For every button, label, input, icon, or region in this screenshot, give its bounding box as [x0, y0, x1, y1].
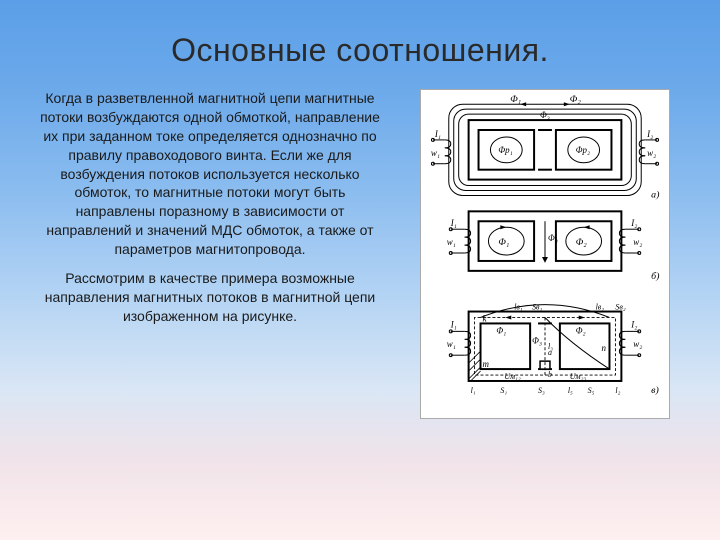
label-s5: S₅	[588, 386, 595, 395]
label-phi3-b: Φ₃	[548, 233, 558, 243]
figure-column: Φ₁ Φ₂ Φ₃ Φp₁ Φp₂ I₁ w₁ I₂ w₂ а)	[400, 89, 690, 419]
label-i1-a: I₁	[434, 129, 441, 139]
label-w1-v: w₁	[447, 339, 456, 349]
label-phi1-v: Φ₁	[496, 325, 506, 335]
label-m: m	[483, 359, 490, 369]
label-sb2: Sв₂	[615, 303, 625, 312]
marker-a: а)	[651, 189, 659, 200]
label-phi3-a: Φ₃	[540, 110, 550, 120]
label-s3: S₃	[538, 386, 545, 395]
label-phi2-v: Φ₂	[576, 325, 586, 335]
label-phi2-a: Φ₂	[570, 94, 582, 105]
label-l3: l₃	[548, 342, 553, 351]
slide: Основные соотношения. Когда в разветвлен…	[0, 0, 720, 540]
text-column: Когда в разветвленной магнитной цепи маг…	[40, 89, 380, 419]
magnetic-circuit-figure: Φ₁ Φ₂ Φ₃ Φp₁ Φp₂ I₁ w₁ I₂ w₂ а)	[420, 89, 670, 419]
label-phi1-a: Φ₁	[510, 94, 521, 105]
label-i2-v: I₂	[630, 319, 637, 329]
label-lb2: lв₂	[596, 303, 605, 312]
label-sb1: Sв₁	[532, 303, 542, 312]
label-w2-b: w₂	[633, 237, 642, 247]
label-phir2-a: Φp₂	[576, 145, 590, 155]
label-b: b	[548, 370, 552, 379]
label-um12: Uм₁₂	[504, 372, 521, 381]
label-i2-a: I₂	[646, 129, 653, 139]
label-i1-v: I₁	[450, 319, 457, 329]
marker-v: в)	[651, 385, 659, 396]
label-l1: l₁	[471, 386, 476, 395]
label-l5: l₅	[568, 386, 573, 395]
label-lb1: lв₁	[514, 303, 523, 312]
label-phir1-a: Φp₁	[498, 145, 512, 155]
label-w2-v: w₂	[633, 339, 642, 349]
label-phi3-v: Φ₃	[532, 335, 542, 345]
label-phi2-b: Φ₂	[576, 237, 588, 248]
label-phi1-b: Φ₁	[498, 237, 509, 248]
label-s1: S₁	[500, 386, 507, 395]
content-row: Когда в разветвленной магнитной цепи маг…	[0, 89, 720, 419]
label-w1-b: w₁	[447, 237, 456, 247]
paragraph-main: Когда в разветвленной магнитной цепи маг…	[40, 89, 380, 259]
label-w1-a: w₁	[431, 148, 440, 158]
paragraph-example: Рассмотрим в качестве примера возможные …	[40, 269, 380, 326]
label-n: n	[602, 343, 607, 353]
slide-title: Основные соотношения.	[0, 0, 720, 89]
label-i1-b: I₁	[450, 218, 457, 228]
marker-b: б)	[651, 271, 659, 282]
label-w2-a: w₂	[647, 148, 656, 158]
label-l2: l₂	[615, 386, 620, 395]
label-um23: Uм₂₃	[570, 372, 587, 381]
label-i2-b: I₂	[630, 218, 637, 228]
